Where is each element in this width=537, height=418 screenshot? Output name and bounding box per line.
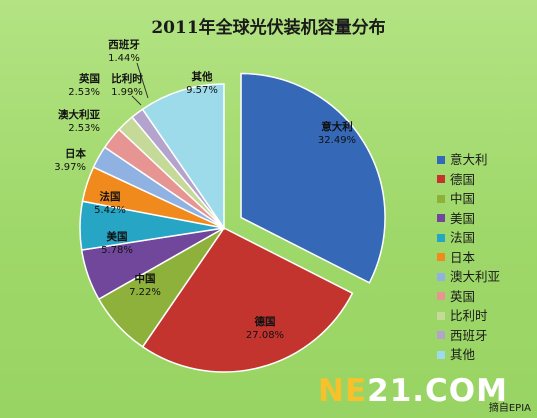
legend: 意大利德国中国美国法国日本澳大利亚英国比利时西班牙其他: [437, 150, 500, 365]
legend-label: 英国: [450, 288, 476, 304]
slice-name-label-3: 中国: [135, 272, 156, 285]
legend-label: 德国: [450, 171, 476, 187]
slice-name-label-7: 澳大利亚: [58, 108, 100, 121]
slice-value-label-8: 2.53%: [68, 87, 100, 98]
slice-name-label-6: 日本: [65, 147, 86, 160]
legend-swatch: [437, 331, 445, 339]
leader-line-10: [136, 62, 149, 99]
pie-slice-2: [141, 227, 354, 373]
legend-entry-10: 西班牙: [437, 326, 500, 346]
legend-swatch: [437, 155, 445, 164]
legend-entry-6: 日本: [437, 248, 500, 268]
legend-label: 澳大利亚: [450, 269, 501, 284]
slice-name-label-9: 比利时: [111, 72, 143, 85]
legend-label: 中国: [450, 191, 476, 206]
slice-value-label-9: 1.99%: [111, 87, 143, 98]
source-note: 摘自EPIA: [488, 403, 531, 414]
slice-value-label-4: 5.78%: [101, 245, 133, 256]
slice-name-label-11: 其他: [192, 70, 213, 83]
slice-value-label-2: 27.08%: [246, 330, 284, 341]
leader-line-9: [131, 95, 142, 106]
site-logo: NE21.COM: [318, 373, 508, 409]
slice-name-label-8: 英国: [78, 72, 100, 85]
legend-label: 其他: [450, 347, 476, 362]
legend-entry-4: 美国: [437, 209, 500, 229]
legend-entry-8: 英国: [437, 287, 500, 307]
pie-slice-11: [141, 83, 225, 231]
slice-value-label-10: 1.44%: [108, 53, 140, 64]
legend-entry-3: 中国: [437, 189, 500, 209]
slice-name-label-5: 法国: [100, 190, 121, 203]
legend-entry-2: 德国: [437, 170, 500, 190]
slice-value-label-6: 3.97%: [54, 162, 86, 173]
legend-label: 意大利: [450, 152, 488, 167]
slice-name-label-2: 德国: [254, 315, 276, 328]
slice-value-label-5: 5.42%: [94, 205, 126, 216]
legend-swatch: [437, 272, 445, 281]
legend-entry-11: 其他: [437, 345, 500, 365]
slice-value-label-1: 32.49%: [318, 135, 356, 146]
slice-value-label-11: 9.57%: [186, 85, 218, 96]
legend-swatch: [437, 253, 445, 261]
legend-swatch: [437, 214, 445, 222]
legend-swatch: [437, 311, 445, 320]
slice-name-label-10: 西班牙: [108, 38, 140, 51]
legend-entry-5: 法国: [437, 228, 500, 248]
legend-label: 法国: [450, 230, 476, 245]
legend-entry-7: 澳大利亚: [437, 267, 500, 287]
chart-title: 2011年全球光伏装机容量分布: [151, 18, 386, 38]
legend-swatch: [437, 233, 445, 242]
legend-label: 日本: [450, 249, 476, 265]
slice-value-label-3: 7.22%: [129, 287, 161, 298]
legend-swatch: [437, 350, 445, 359]
legend-label: 美国: [450, 210, 476, 226]
slice-name-label-1: 意大利: [321, 120, 353, 133]
legend-swatch: [437, 175, 445, 183]
legend-label: 比利时: [450, 308, 488, 323]
legend-swatch: [437, 194, 445, 203]
legend-entry-9: 比利时: [437, 306, 500, 326]
legend-entry-1: 意大利: [437, 150, 500, 170]
legend-label: 西班牙: [450, 327, 488, 343]
pie-slice-1: [240, 72, 386, 284]
slice-value-label-7: 2.53%: [68, 123, 100, 134]
legend-swatch: [437, 292, 445, 300]
slice-name-label-4: 美国: [107, 230, 128, 243]
